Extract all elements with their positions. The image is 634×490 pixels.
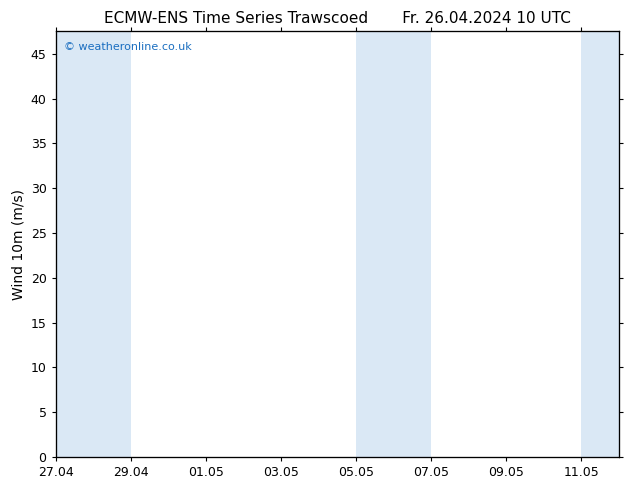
- Bar: [581, 31, 634, 457]
- Bar: [56, 31, 131, 457]
- Title: ECMW-ENS Time Series Trawscoed       Fr. 26.04.2024 10 UTC: ECMW-ENS Time Series Trawscoed Fr. 26.04…: [104, 11, 571, 26]
- Y-axis label: Wind 10m (m/s): Wind 10m (m/s): [11, 189, 25, 300]
- Text: © weatheronline.co.uk: © weatheronline.co.uk: [64, 42, 191, 52]
- Bar: [356, 31, 431, 457]
